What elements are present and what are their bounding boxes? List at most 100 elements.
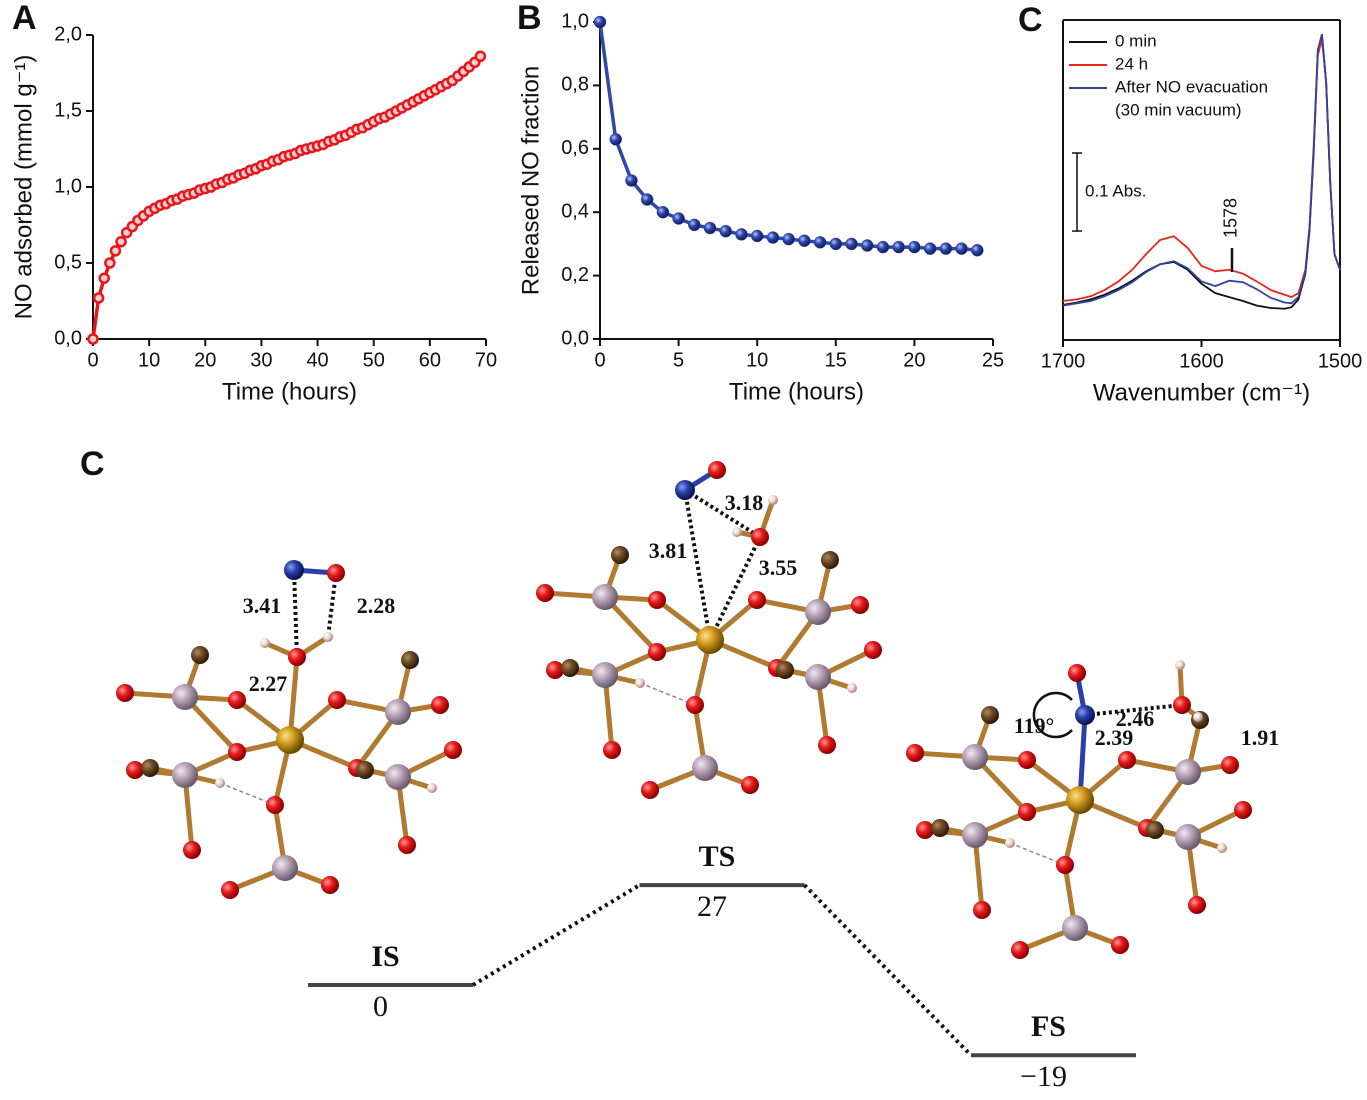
atom (818, 736, 836, 754)
angle-arc (1032, 691, 1073, 739)
x-axis-label: Wavenumber (cm⁻¹) (1093, 379, 1310, 406)
x-axis-label: Time (hours) (729, 378, 864, 405)
atom (1056, 856, 1074, 874)
x-tick-label: 50 (363, 349, 385, 371)
y-tick-label: 0,6 (561, 137, 589, 159)
atom (431, 696, 449, 714)
marker (115, 235, 127, 248)
contact-line (683, 489, 712, 641)
atom (260, 638, 270, 648)
distance-label: 3.55 (759, 555, 798, 580)
atom (1062, 915, 1088, 941)
x-tick-label: 30 (250, 349, 272, 371)
x-tick-label: 0 (87, 349, 98, 371)
atom (1175, 824, 1201, 850)
atom (962, 744, 988, 770)
atom (1146, 821, 1164, 839)
atom (805, 664, 831, 690)
x-axis-label: Time (hours) (222, 378, 357, 405)
atom (1175, 660, 1185, 670)
x-tick-label: 40 (306, 349, 328, 371)
atom (641, 781, 659, 799)
marker (813, 236, 827, 249)
atom (398, 836, 416, 854)
marker (860, 239, 874, 252)
contact-line (292, 569, 299, 658)
distance-label: 2.46 (1116, 706, 1155, 731)
connector (471, 883, 641, 987)
annotation-label: 1578 (1221, 198, 1241, 238)
atom (327, 564, 345, 582)
contact-line (326, 572, 338, 638)
marker (109, 245, 122, 257)
atom (973, 901, 991, 919)
atom (847, 683, 857, 693)
atom (1066, 786, 1094, 814)
atom (183, 841, 201, 859)
atom (1221, 756, 1239, 774)
atom (751, 528, 769, 546)
spectrum-line (1062, 39, 1341, 302)
y-tick-label: 1,0 (561, 10, 589, 32)
x-tick-label: 10 (746, 349, 768, 371)
atom (1018, 803, 1036, 821)
atom (696, 626, 724, 654)
atom (116, 684, 134, 702)
y-tick-label: 0,0 (54, 327, 82, 349)
atom (805, 599, 831, 625)
y-tick-label: 0,2 (561, 264, 589, 286)
atom (323, 632, 333, 642)
distance-label: 3.18 (725, 490, 764, 515)
atom (276, 726, 304, 754)
marker (87, 333, 99, 345)
atom (427, 783, 437, 793)
marker (750, 229, 764, 243)
contact-line (708, 536, 762, 641)
legend-label: 0 min (1115, 31, 1157, 50)
atom (648, 643, 666, 661)
marker (766, 231, 780, 244)
x-tick-label: 10 (138, 349, 160, 371)
y-tick-label: 0,4 (561, 200, 589, 222)
bond (1077, 714, 1088, 801)
contact-line (1009, 842, 1066, 866)
atom (536, 584, 554, 602)
atom (126, 761, 144, 779)
atom (748, 591, 766, 609)
legend-label: After NO evacuation (1115, 77, 1268, 96)
contact-line (219, 782, 276, 806)
atom (768, 495, 778, 505)
x-tick-label: 70 (475, 349, 497, 371)
marker (908, 240, 921, 254)
contact-line (639, 682, 696, 706)
state-label: IS (371, 940, 399, 973)
atom (708, 461, 726, 479)
atom (321, 876, 339, 894)
marker (640, 193, 654, 206)
energy-label: 27 (697, 890, 727, 923)
y-axis-label: NO adsorbed (mmol g⁻¹) (10, 55, 37, 320)
panel-label: C (1018, 1, 1043, 39)
distance-label: 2.39 (1095, 725, 1134, 750)
x-tick-label: 1500 (1318, 350, 1363, 372)
atom (1018, 751, 1036, 769)
atom (1175, 759, 1201, 785)
panel-label: C (80, 445, 105, 483)
marker (798, 234, 811, 247)
atom (611, 546, 629, 564)
atom (328, 691, 346, 709)
atom (266, 796, 284, 814)
x-tick-label: 20 (903, 349, 925, 371)
y-tick-label: 0,8 (561, 74, 589, 96)
atom (648, 591, 666, 609)
molecular-structures (116, 461, 1252, 959)
angle-label: 119° (1014, 713, 1055, 738)
atom (401, 651, 419, 669)
connector (803, 883, 973, 1057)
energy-label: −19 (1020, 1060, 1067, 1093)
marker (474, 50, 487, 63)
atom (1005, 838, 1015, 848)
x-tick-label: 60 (419, 349, 441, 371)
